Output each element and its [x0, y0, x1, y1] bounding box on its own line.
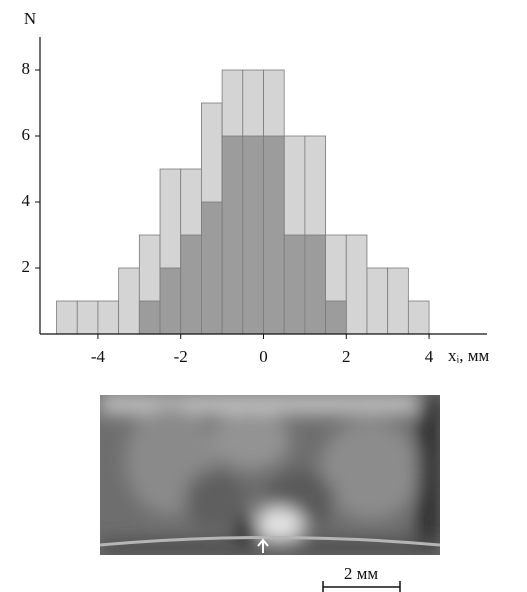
scale-bar	[322, 581, 401, 592]
y-tick-label: 6	[22, 125, 31, 144]
micrograph	[100, 395, 440, 555]
bar	[407, 300, 430, 335]
y-tick-label: 2	[22, 257, 31, 276]
bar	[159, 267, 182, 335]
x-tick-label: 2	[342, 347, 351, 366]
y-tick-label: 4	[22, 191, 31, 210]
bar	[387, 267, 409, 335]
plot: 2 4 6 8 -4 -2 0 2 4	[22, 37, 487, 366]
x-tick-label: 0	[259, 347, 268, 366]
bar	[221, 135, 244, 335]
x-tick-label: -2	[174, 347, 188, 366]
y-axis-label: N	[24, 9, 36, 28]
bar	[97, 300, 120, 335]
bar	[263, 135, 285, 335]
x-tick-label: 4	[425, 347, 434, 366]
bar	[345, 234, 368, 335]
bar	[304, 234, 326, 335]
y-tick-label: 8	[22, 59, 31, 78]
bar	[56, 300, 78, 335]
bar	[283, 234, 306, 335]
x-axis-label: xᵢ, мм	[448, 346, 490, 365]
bar	[180, 234, 202, 335]
bar	[325, 300, 347, 335]
bar	[201, 201, 223, 335]
bar	[76, 300, 99, 335]
arrow	[257, 538, 269, 553]
x-tick-label: -4	[91, 347, 106, 366]
bar	[242, 135, 264, 335]
bar	[118, 267, 140, 335]
bar	[366, 267, 389, 335]
bar	[138, 300, 161, 335]
scale-label: 2 мм	[344, 564, 379, 583]
